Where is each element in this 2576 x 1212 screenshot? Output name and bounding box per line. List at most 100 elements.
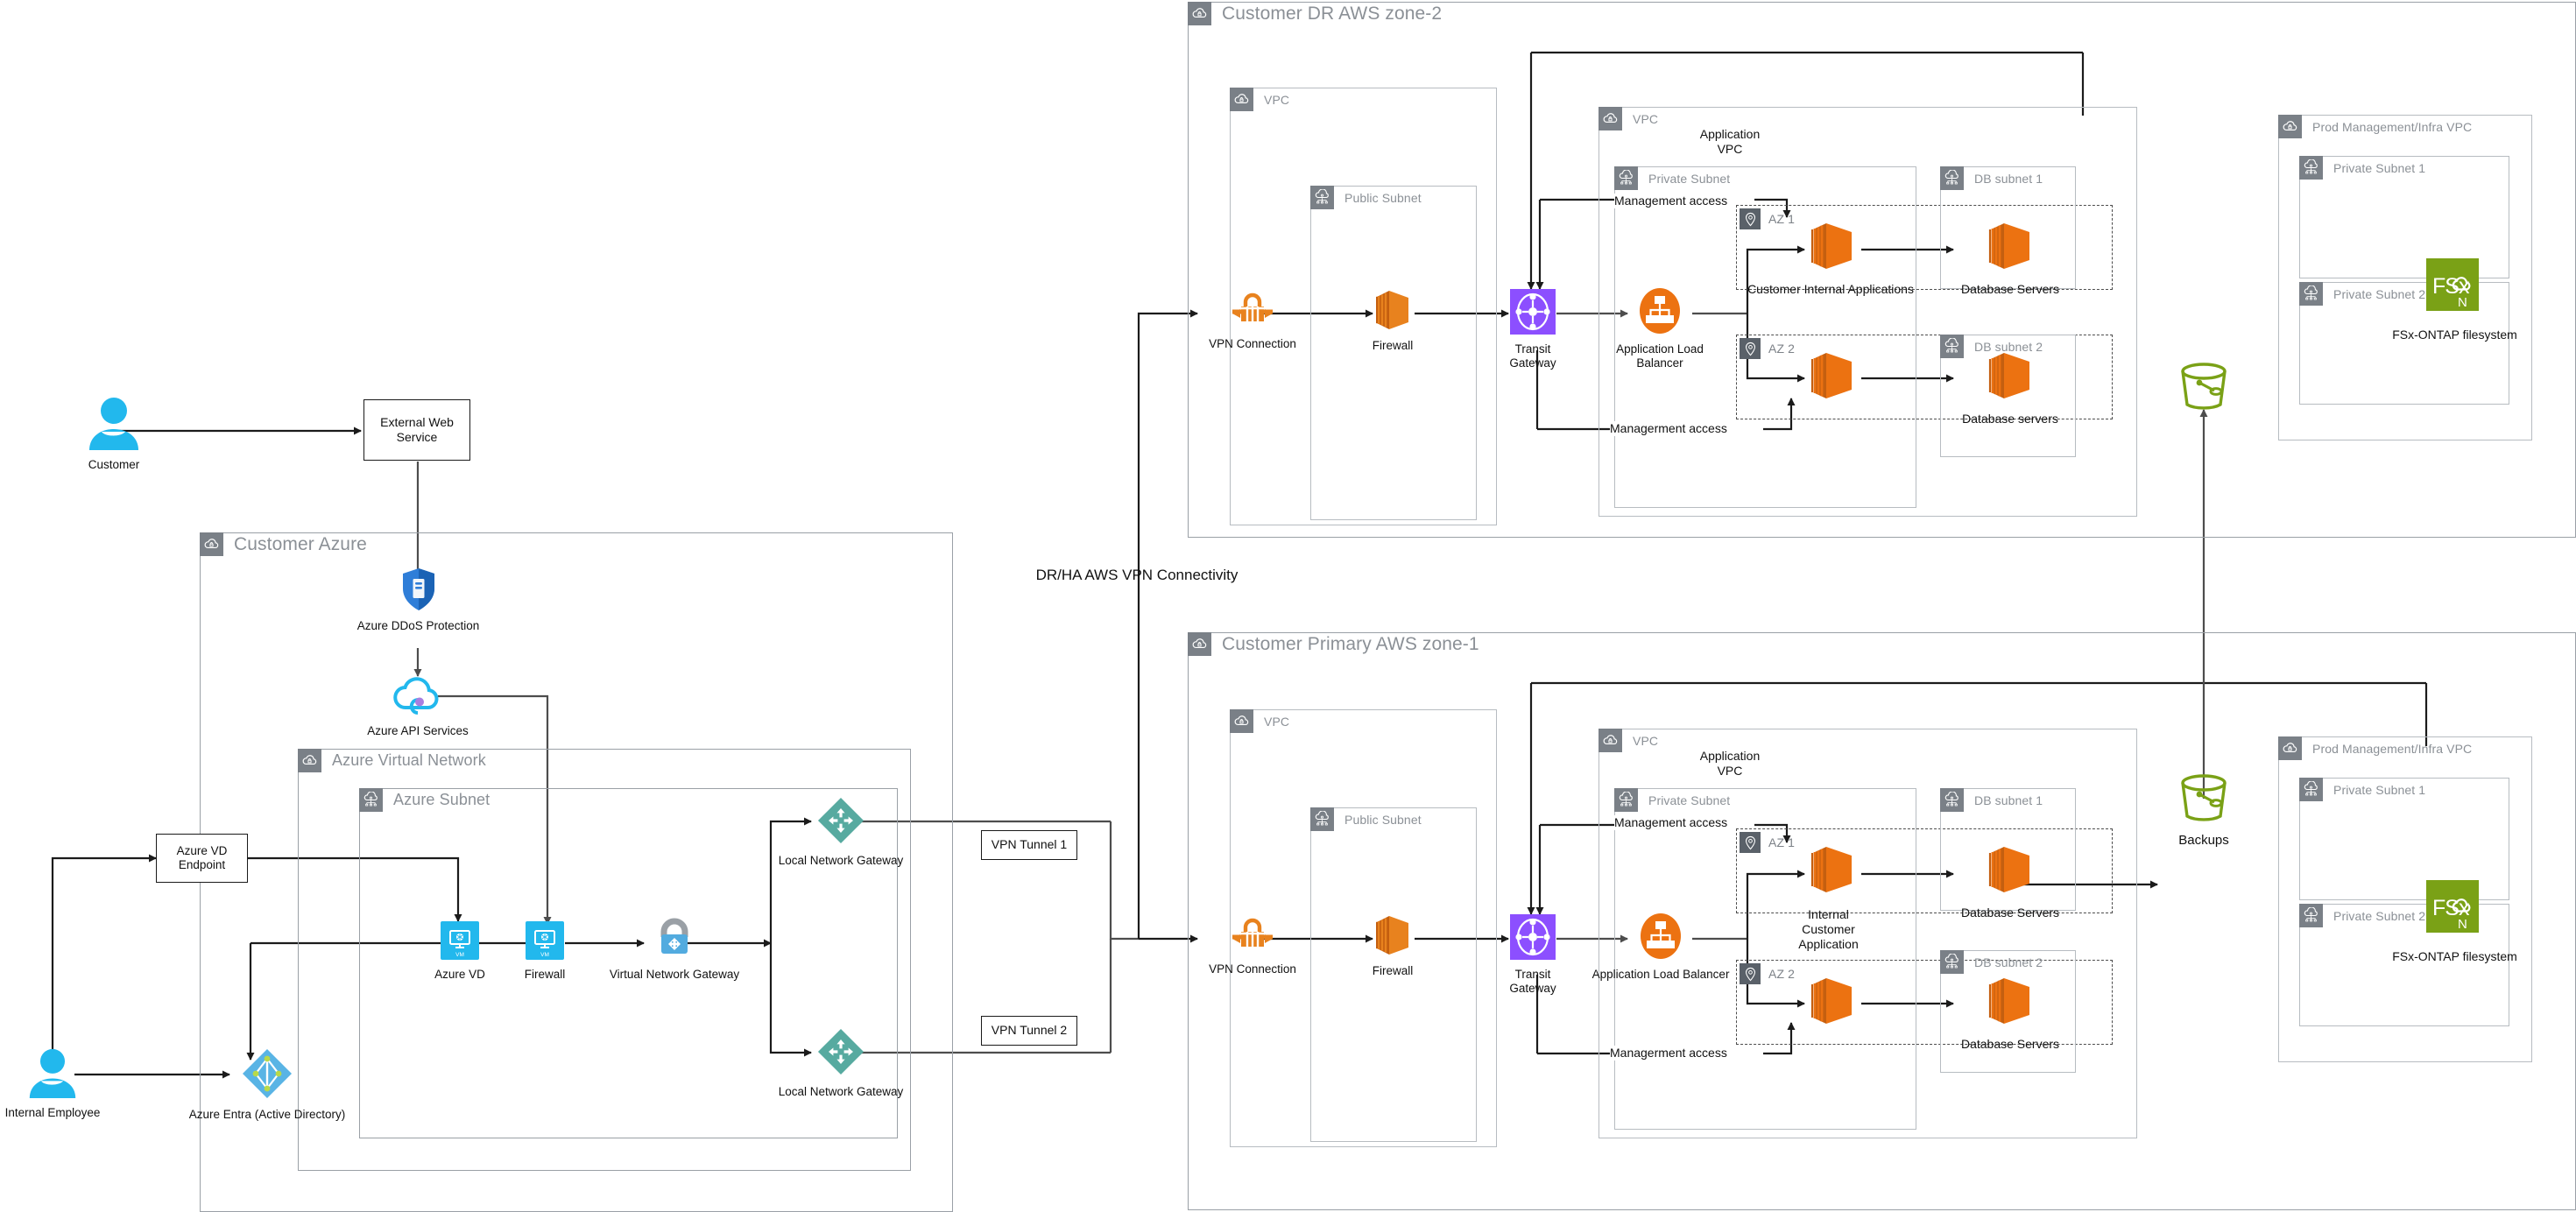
group-label-dr-db-subnet-1: DB subnet 1 <box>1974 171 2043 186</box>
group-dr-private-subnet: Private Subnet <box>1614 166 1916 508</box>
dr-db-servers-2-label: Database servers <box>1962 412 2058 426</box>
group-label-primary-prod-mgmt-vpc: Prod Management/Infra VPC <box>2312 741 2473 756</box>
cloud-lock-icon <box>1230 709 1253 733</box>
az-label-dr-2: AZ 2 <box>1768 342 1795 356</box>
az-label-primary-1: AZ 1 <box>1768 835 1795 849</box>
node-backups-lower: Backups <box>2175 771 2233 849</box>
user-icon <box>26 1047 79 1103</box>
subnet-icon <box>1310 807 1334 831</box>
group-label-dr-edge-vpc: VPC <box>1264 92 1290 107</box>
node-backups-upper <box>2175 359 2233 421</box>
cloud-lock-icon <box>1230 88 1253 111</box>
node-label-primary-transit-gateway: Transit Gateway <box>1509 968 1556 995</box>
node-label-internal-employee: Internal Employee <box>4 1106 101 1119</box>
az-header-dr-2: AZ 2 <box>1740 338 1795 359</box>
subnet-icon <box>2299 904 2323 927</box>
node-azure-entra: Azure Entra (Active Directory) <box>189 1047 345 1122</box>
group-dr-az-2 <box>1736 335 2113 419</box>
node-dr-db-servers-1 <box>1975 221 2038 276</box>
svg-text:VM: VM <box>540 952 549 958</box>
subnet-icon <box>1614 166 1638 190</box>
group-header-primary-private-subnet-1: Private Subnet 1 <box>2299 778 2425 801</box>
group-header-customer-azure: Customer Azure <box>200 532 367 556</box>
group-primary-application-vpc: VPC <box>1599 729 2137 1138</box>
node-dr-vpn-connection: VPN Connection <box>1187 287 1318 351</box>
group-header-primary-db-subnet-2: DB subnet 2 <box>1940 950 2043 974</box>
group-header-dr-db-subnet-1: DB subnet 1 <box>1940 166 2043 190</box>
az-header-primary-1: AZ 1 <box>1740 832 1795 853</box>
az-label-primary-2: AZ 2 <box>1768 967 1795 981</box>
vm-icon: VM <box>441 921 479 964</box>
node-label-customer: Customer <box>88 458 140 471</box>
cloud-lock-icon <box>298 749 321 772</box>
node-dr-firewall: Firewall <box>1344 289 1441 353</box>
node-label-dr-vpn-connection: VPN Connection <box>1209 337 1296 350</box>
group-label-dr-db-subnet-2: DB subnet 2 <box>1974 339 2043 354</box>
group-label-primary-db-subnet-1: DB subnet 1 <box>1974 793 2043 807</box>
group-header-dr-zone-2: Customer DR AWS zone-2 <box>1188 2 1442 25</box>
group-label-azure-subnet: Azure Subnet <box>393 791 490 808</box>
subnet-icon <box>2299 778 2323 801</box>
primary-db-servers-1-label: Database Servers <box>1960 905 2060 920</box>
transit-gateway-icon <box>1510 914 1556 964</box>
node-dr-az1-app <box>1797 221 1860 276</box>
primary-mgmt-access-bottom-label: Managerment access <box>1610 1046 1763 1060</box>
group-header-primary-prod-mgmt-vpc: Prod Management/Infra VPC <box>2278 736 2472 760</box>
vpn-tunnel-2-label: VPN Tunnel 2 <box>991 1023 1068 1038</box>
cloud-lock-icon <box>1188 2 1211 25</box>
node-local-network-gateway-1: Local Network Gateway <box>771 795 911 868</box>
group-dr-edge-vpc: VPC <box>1230 88 1497 525</box>
node-primary-fsx-ontap: FSx N <box>2426 880 2479 937</box>
cloud-api-icon <box>392 674 443 721</box>
gateway-diamond-icon <box>815 795 866 850</box>
ec2-icon <box>1802 350 1856 405</box>
group-header-primary-private-subnet: Private Subnet <box>1614 788 1730 812</box>
group-header-azure-subnet: Azure Subnet <box>359 788 490 812</box>
azure-vd-endpoint-label: Azure VD Endpoint <box>176 843 228 871</box>
group-dr-private-subnet-1: Private Subnet 1 <box>2299 156 2509 278</box>
node-primary-db-servers-2 <box>1975 976 2038 1031</box>
ec2-icon <box>1980 350 2034 405</box>
primary-application-vpc-title: Application VPC <box>1699 749 1761 778</box>
group-azure-subnet: Azure Subnet <box>359 788 898 1138</box>
node-customer: Customer <box>83 396 145 472</box>
group-dr-prod-mgmt-vpc: Prod Management/Infra VPC <box>2278 115 2532 440</box>
node-dr-fsx-ontap: FSx N <box>2426 258 2479 315</box>
ec2-icon <box>1802 844 1856 899</box>
primary-fsx-ontap-label: FSx-ONTAP filesystem <box>2392 949 2517 963</box>
cloud-lock-icon <box>2278 736 2302 760</box>
group-header-primary-edge-vpc: VPC <box>1230 709 1289 733</box>
group-header-dr-db-subnet-2: DB subnet 2 <box>1940 335 2043 358</box>
node-label-azure-vd: Azure VD <box>434 968 485 981</box>
vpn-tunnel-2-box: VPN Tunnel 2 <box>981 1016 1077 1046</box>
node-azure-firewall: VM Firewall <box>514 921 575 982</box>
node-label-azure-firewall: Firewall <box>524 968 566 981</box>
node-label-dr-load-balancer: Application Load Balancer <box>1616 342 1704 370</box>
subnet-icon <box>1940 335 1964 358</box>
group-label-primary-private-subnet: Private Subnet <box>1648 793 1731 807</box>
fsx-ontap-icon: FSx N <box>2426 258 2479 315</box>
group-header-dr-application-vpc: VPC <box>1599 107 1658 130</box>
group-dr-db-subnet-2: DB subnet 2 <box>1940 335 2076 457</box>
az-header-dr-1: AZ 1 <box>1740 208 1795 229</box>
group-header-dr-private-subnet: Private Subnet <box>1614 166 1730 190</box>
node-label-local-network-gateway-1: Local Network Gateway <box>778 854 904 867</box>
svg-text:N: N <box>2458 917 2467 932</box>
node-label-primary-load-balancer: Application Load Balancer <box>1591 968 1730 981</box>
group-dr-application-vpc: VPC <box>1599 107 2137 517</box>
s3-bucket-icon <box>2175 771 2233 829</box>
cloud-lock-icon <box>1599 107 1622 130</box>
group-header-primary-application-vpc: VPC <box>1599 729 1658 752</box>
group-dr-private-subnet-2: Private Subnet 2 <box>2299 282 2509 405</box>
node-azure-vd: VM Azure VD <box>429 921 490 982</box>
group-primary-az-2 <box>1736 960 2113 1045</box>
group-label-azure-vnet: Azure Virtual Network <box>332 751 486 769</box>
group-header-primary-db-subnet-1: DB subnet 1 <box>1940 788 2043 812</box>
dr-az1-app-label: Customer Internal Applications <box>1747 282 1914 296</box>
group-header-dr-public-subnet: Public Subnet <box>1310 186 1422 209</box>
node-primary-vpn-connection: VPN Connection <box>1187 913 1318 976</box>
group-dr-az-1 <box>1736 205 2113 290</box>
group-label-dr-prod-mgmt-vpc: Prod Management/Infra VPC <box>2312 119 2473 134</box>
group-label-primary-db-subnet-2: DB subnet 2 <box>1974 955 2043 969</box>
cloud-lock-icon <box>1188 632 1211 656</box>
